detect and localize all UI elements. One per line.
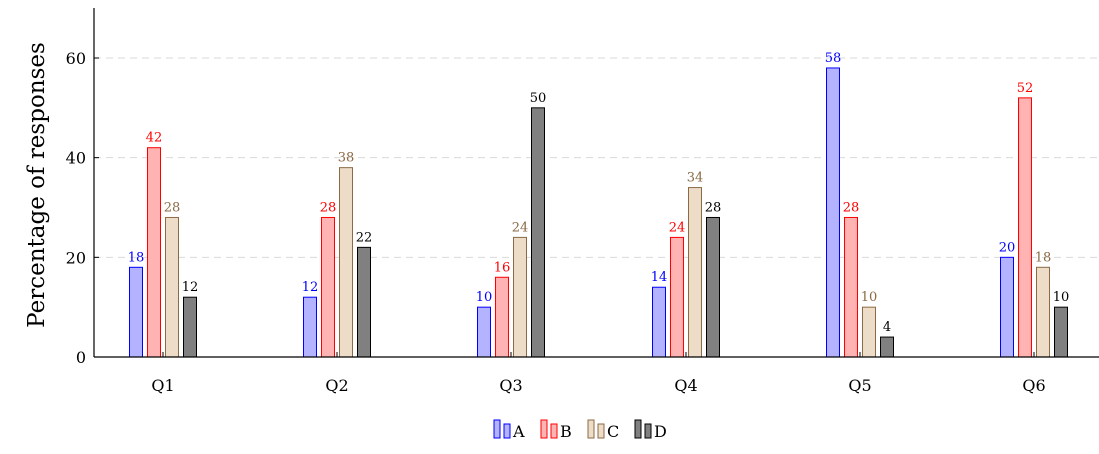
legend-swatch-bar: [634, 419, 642, 439]
bar-a-q3: [477, 306, 491, 358]
legend-label: D: [654, 422, 667, 441]
x-tick-label: Q2: [325, 376, 348, 395]
y-tick-label: 60: [66, 49, 86, 68]
x-tick-label: Q3: [499, 376, 522, 395]
y-axis-label: Percentage of responses: [24, 42, 50, 328]
data-label: 58: [825, 51, 842, 66]
bar-c-q1: [165, 216, 179, 358]
data-label: 24: [512, 220, 529, 235]
data-label: 16: [494, 260, 511, 275]
bar-c-q3: [513, 236, 527, 358]
bars-layer: [129, 67, 1068, 358]
data-labels-layer: 18 12 10 14 58 20 42 28 16 24 28 52 28 38 24 34 10 18 12 22…: [128, 51, 1070, 335]
data-label: 52: [1017, 81, 1034, 96]
x-tick-label: Q5: [848, 376, 871, 395]
data-label: 10: [476, 290, 493, 305]
axes-layer: [93, 8, 1099, 358]
bar-d-q4: [706, 216, 720, 358]
bar-a-q6: [1000, 256, 1014, 358]
legend-swatch-bar: [597, 423, 605, 439]
legend-swatch-bar: [644, 423, 652, 439]
data-label: 34: [687, 171, 704, 186]
legend-swatch-bar: [493, 419, 501, 439]
legend-swatch-bar: [503, 423, 511, 439]
y-tick-label: 0: [76, 348, 86, 367]
data-label: 20: [999, 240, 1016, 255]
legend: A B C D: [493, 419, 667, 441]
y-tick-label: 20: [66, 248, 86, 267]
bar-b-q1: [147, 147, 161, 358]
y-tick-label: 40: [66, 149, 86, 168]
legend-swatch-bar: [550, 423, 558, 439]
legend-swatch-bar: [540, 419, 548, 439]
bar-a-q4: [652, 286, 666, 358]
bar-d-q3: [531, 107, 545, 358]
data-label: 24: [669, 220, 686, 235]
data-label: 22: [356, 230, 373, 245]
data-label: 4: [883, 320, 891, 335]
data-label: 12: [182, 280, 199, 295]
bar-d-q1: [183, 296, 197, 358]
bar-b-q2: [321, 216, 335, 358]
data-label: 50: [530, 91, 547, 106]
bar-c-q6: [1036, 266, 1050, 358]
data-label: 12: [302, 280, 319, 295]
bar-d-q5: [880, 336, 894, 358]
bar-b-q6: [1018, 97, 1032, 358]
ticks-layer: 0 20 40 60 Q1 Q2 Q3 Q4 Q5 Q6: [66, 49, 1046, 395]
legend-label: A: [512, 422, 525, 441]
bar-c-q5: [862, 306, 876, 358]
bar-b-q5: [844, 216, 858, 358]
legend-label: B: [560, 422, 572, 441]
data-label: 10: [861, 290, 878, 305]
legend-label: C: [607, 422, 619, 441]
bar-d-q6: [1054, 306, 1068, 358]
data-label: 18: [128, 250, 145, 265]
bar-b-q3: [495, 276, 509, 358]
data-label: 28: [843, 200, 860, 215]
data-label: 38: [338, 151, 355, 166]
data-label: 18: [1035, 250, 1052, 265]
bar-d-q2: [357, 246, 371, 358]
data-label: 42: [146, 131, 163, 146]
legend-swatch-bar: [587, 419, 595, 439]
x-tick-label: Q4: [674, 376, 697, 395]
bar-a-q5: [826, 67, 840, 358]
x-tick-label: Q1: [151, 376, 174, 395]
data-label: 28: [320, 200, 337, 215]
data-label: 14: [651, 270, 668, 285]
data-label: 28: [705, 200, 722, 215]
bar-c-q2: [339, 167, 353, 358]
bar-a-q1: [129, 266, 143, 358]
data-label: 10: [1053, 290, 1070, 305]
grid-layer: [94, 57, 1099, 258]
bar-b-q4: [670, 236, 684, 358]
bar-c-q4: [688, 187, 702, 358]
bar-a-q2: [303, 296, 317, 358]
x-tick-label: Q6: [1022, 376, 1045, 395]
data-label: 28: [164, 200, 181, 215]
